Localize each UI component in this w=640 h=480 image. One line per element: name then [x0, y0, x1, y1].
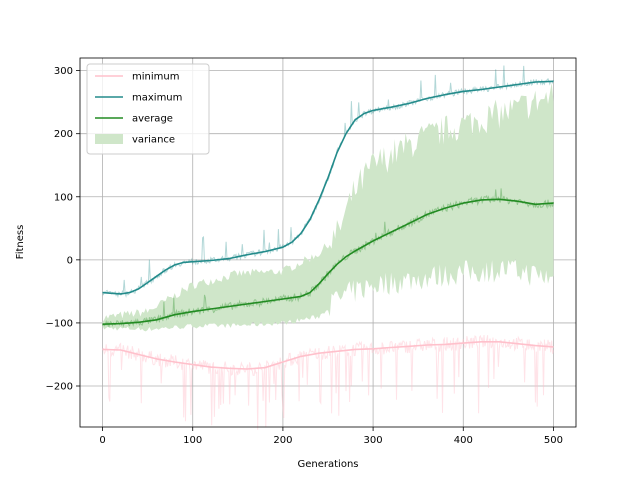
y-axis-label: Fitness — [15, 225, 26, 260]
variance-band-group — [102, 82, 554, 332]
series-lines-group — [102, 80, 554, 370]
axis-ticks: 0 100 200 300 400 500 −200 −100 0 100 200 300 — [46, 66, 563, 446]
y-tick-label: 0 — [67, 255, 73, 266]
maximum-legend-label: maximum — [132, 93, 182, 104]
x-tick-label: 500 — [544, 435, 563, 446]
y-tick-label: −200 — [46, 382, 73, 393]
variance-band — [102, 82, 554, 332]
legend: minimum maximum average variance — [86, 63, 210, 155]
y-tick-label: 100 — [54, 192, 73, 203]
x-tick-label: 300 — [364, 435, 383, 446]
plot-frame — [79, 57, 577, 428]
minimum-raw-line — [102, 334, 554, 430]
y-tick-label: −100 — [46, 318, 73, 329]
average-series-line — [102, 198, 554, 325]
x-tick-label: 0 — [99, 435, 105, 446]
x-tick-label: 200 — [273, 435, 292, 446]
average-raw-line — [102, 188, 554, 328]
y-tick-label: 300 — [54, 66, 73, 77]
variance-legend-label: variance — [132, 135, 175, 146]
maximum-series-line — [102, 80, 554, 295]
x-axis-label: Generations — [298, 459, 359, 470]
y-tick-label: 200 — [54, 129, 73, 140]
variance-legend-swatch — [95, 134, 123, 144]
minimum-series-line — [102, 341, 554, 370]
minimum-legend-label: minimum — [132, 72, 179, 83]
x-tick-label: 100 — [183, 435, 202, 446]
average-legend-label: average — [132, 114, 173, 125]
x-tick-label: 400 — [454, 435, 473, 446]
legend-box — [86, 63, 210, 155]
